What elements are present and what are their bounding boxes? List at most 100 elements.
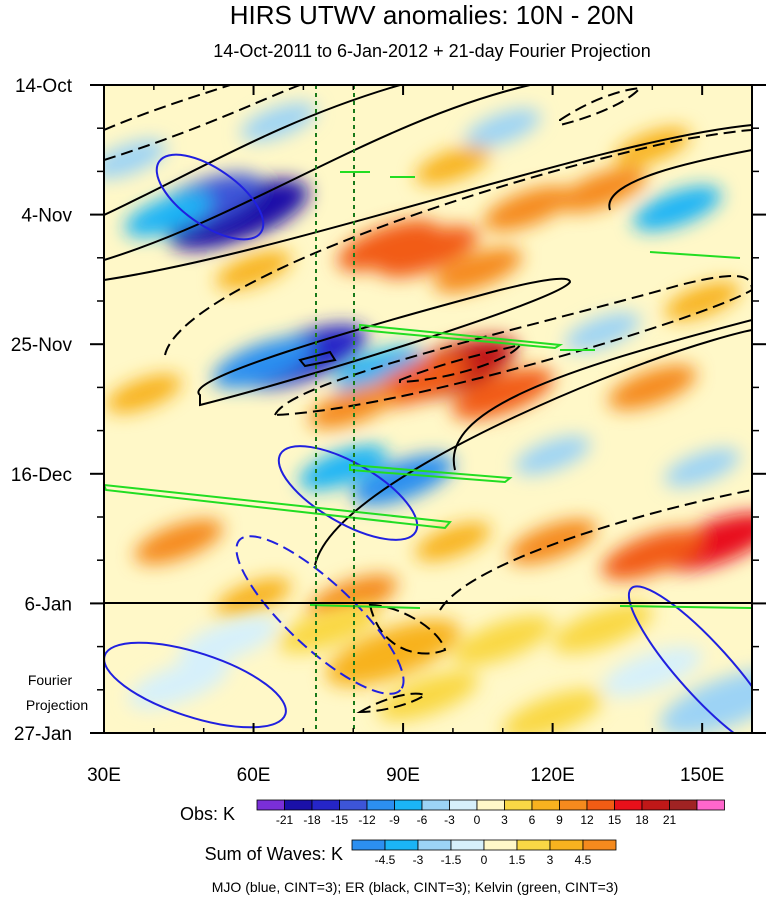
- projection-label-line1: Fourier: [28, 672, 73, 688]
- obs-anomaly-blob: [134, 519, 224, 565]
- er-contour-dashed: [104, 85, 301, 161]
- er-contour-dashed: [439, 489, 752, 611]
- waves-colorbar-swatch: [417, 839, 452, 851]
- kelvin-contour: [309, 604, 421, 609]
- obs-colorbar-tick-label: -6: [417, 813, 428, 827]
- er-contour-dashed: [399, 343, 523, 384]
- waves-colorbar: Sum of Waves: K -4.5 -3 -1.5 0 1.5 3 4.5: [205, 839, 617, 867]
- kelvin-contour: [359, 323, 564, 350]
- obs-colorbar-tick-label: 21: [663, 813, 677, 827]
- y-tick-label: 25-Nov: [11, 335, 73, 356]
- obs-colorbar-tick-label: -3: [444, 813, 455, 827]
- waves-colorbar-tick-label: 0: [481, 853, 488, 867]
- obs-colorbar: Obs: K -21 -18 -15 -12 -9 -6 -3 0 3 6 9 12 15 18 21: [180, 799, 725, 827]
- obs-colorbar-tick-label: 0: [474, 813, 481, 827]
- y-tick-label: 4-Nov: [21, 206, 72, 227]
- obs-anomaly-blob: [104, 139, 167, 179]
- obs-colorbar-tick-label: 9: [556, 813, 563, 827]
- obs-anomaly-blob: [632, 186, 722, 231]
- legend-text: MJO (blue, CINT=3); ER (black, CINT=3); …: [212, 879, 619, 895]
- obs-anomaly-blob: [415, 522, 491, 561]
- obs-anomaly-blob: [465, 108, 541, 148]
- x-tick-label: 90E: [386, 765, 420, 786]
- obs-colorbar-tick-label: -18: [303, 813, 321, 827]
- chart-subtitle: 14-Oct-2011 to 6-Jan-2012 + 21-day Fouri…: [213, 41, 650, 61]
- obs-anomaly-blob: [212, 337, 315, 389]
- obs-colorbar-tick-label: 18: [635, 813, 649, 827]
- projection-blob: [452, 615, 553, 666]
- waves-colorbar-tick-label: 4.5: [575, 853, 592, 867]
- kelvin-contour: [104, 483, 452, 530]
- obs-anomaly-blob: [664, 448, 740, 487]
- obs-anomaly-blob: [614, 127, 691, 166]
- obs-colorbar-swatch: [586, 799, 615, 811]
- projection-blob: [178, 615, 279, 666]
- projection-blob: [552, 603, 653, 653]
- projection-blob: [502, 689, 603, 733]
- obs-anomaly-blob: [215, 577, 292, 617]
- obs-colorbar-swatch: [394, 799, 423, 811]
- obs-colorbar-swatch: [641, 799, 670, 811]
- waves-colorbar-tick-label: -4.5: [375, 853, 396, 867]
- er-contour-dashed: [559, 86, 643, 127]
- obs-colorbar-tick-label: -15: [331, 813, 349, 827]
- axes: 30E 60E 90E 120E 150E 14-Oct 4-Nov 25-Nov 16-Dec…: [11, 76, 766, 786]
- x-tick-label: 150E: [680, 765, 724, 786]
- obs-anomaly-blob: [168, 179, 309, 250]
- obs-colorbar-swatch: [284, 799, 313, 811]
- er-contour-dashed: [368, 603, 447, 655]
- obs-anomaly-blob: [215, 250, 292, 290]
- plot-area: [104, 85, 752, 733]
- obs-colorbar-swatch: [256, 799, 285, 811]
- er-contour-solid: [104, 85, 401, 216]
- obs-anomaly-blob: [483, 186, 572, 231]
- obs-colorbar-swatch: [614, 799, 643, 811]
- obs-anomaly-blob: [558, 167, 647, 213]
- obs-anomaly-blob: [415, 145, 491, 185]
- obs-colorbar-swatch: [504, 799, 533, 811]
- kelvin-contour: [349, 463, 513, 484]
- waves-colorbar-swatch: [384, 839, 419, 851]
- er-contour-solid: [298, 350, 337, 368]
- obs-colorbar-swatch: [311, 799, 340, 811]
- obs-anomaly-blob: [337, 219, 439, 272]
- obs-colorbar-tick-label: 15: [608, 813, 622, 827]
- kelvin-contour: [619, 605, 752, 609]
- obs-colorbar-swatch: [696, 799, 725, 811]
- obs-anomaly-blob: [333, 346, 423, 392]
- obs-colorbar-swatch: [366, 799, 395, 811]
- kelvin-contour: [649, 251, 741, 259]
- y-tick-label: 14-Oct: [15, 76, 73, 97]
- obs-colorbar-swatch: [531, 799, 560, 811]
- waves-colorbar-tick-label: -3: [413, 853, 424, 867]
- obs-anomaly-blob: [433, 247, 523, 293]
- waves-colorbar-swatch: [351, 839, 386, 851]
- waves-colorbar-swatch: [582, 839, 617, 851]
- waves-colorbar-swatch: [516, 839, 551, 851]
- waves-colorbar-tick-label: 3: [547, 853, 554, 867]
- obs-anomaly-blob: [451, 367, 554, 420]
- mjo-wave-contours: [104, 153, 752, 733]
- er-contour-solid: [608, 149, 752, 211]
- waves-colorbar-swatch: [450, 839, 485, 851]
- projection-blob: [377, 671, 479, 721]
- obs-colorbar-tick-label: 12: [580, 813, 594, 827]
- waves-colorbar-label: Sum of Waves: K: [205, 844, 343, 864]
- chart-title: HIRS UTWV anomalies: 10N - 20N: [230, 0, 635, 30]
- obs-colorbar-swatch: [449, 799, 478, 811]
- obs-anomaly-blob: [608, 364, 697, 410]
- er-contour-dashed: [164, 129, 752, 356]
- x-tick-label: 60E: [237, 765, 271, 786]
- obs-anomaly-blob: [514, 436, 591, 475]
- obs-anomaly-blob: [106, 374, 182, 413]
- obs-colorbar-tick-label: -12: [358, 813, 376, 827]
- obs-colorbar-tick-label: -9: [389, 813, 400, 827]
- obs-colorbar-tick-label: 3: [501, 813, 508, 827]
- kelvin-wave-contours: [104, 171, 752, 609]
- obs-colorbar-swatch: [669, 799, 698, 811]
- obs-colorbar-label: Obs: K: [180, 804, 235, 824]
- projection-blob: [128, 658, 229, 709]
- obs-colorbar-tick-label: 6: [529, 813, 536, 827]
- obs-anomaly-blob: [601, 528, 704, 580]
